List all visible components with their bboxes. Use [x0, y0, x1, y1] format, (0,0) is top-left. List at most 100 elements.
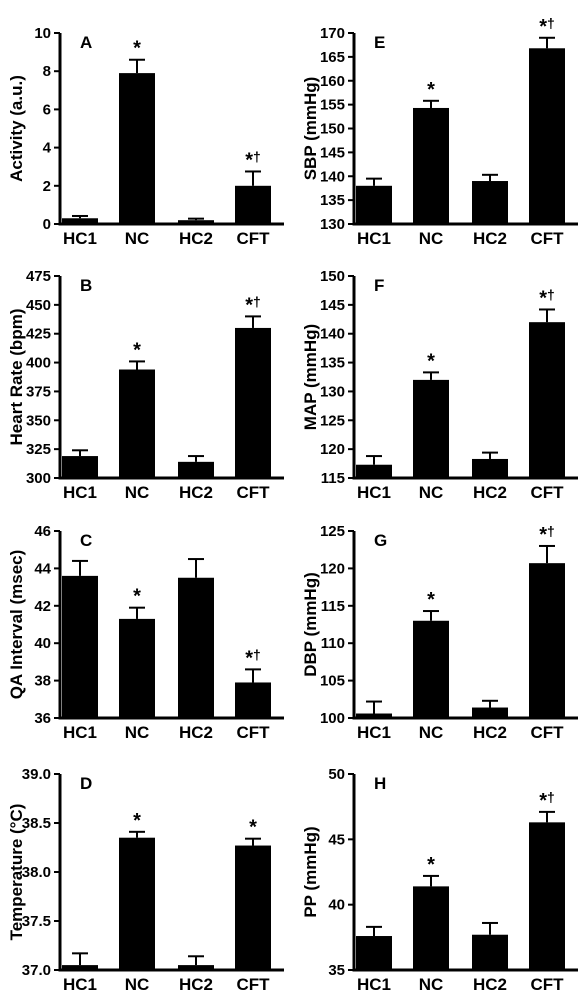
- category-label: HC2: [179, 975, 213, 994]
- y-tick-label: 40: [328, 897, 345, 914]
- category-label: CFT: [236, 483, 270, 502]
- panel-a: 0 2 4 6 8 10 Activity (a.u.) A HC1 NC * HC2 CFT *†: [7, 25, 284, 248]
- bar-hc1: [62, 218, 98, 224]
- significance-marker: *: [249, 817, 257, 839]
- category-label: NC: [125, 229, 150, 248]
- bar-cft: [235, 845, 271, 970]
- y-tick-label: 2: [43, 178, 51, 195]
- panel-letter: D: [80, 774, 92, 793]
- significance-marker: *: [427, 79, 435, 101]
- significance-marker: *†: [245, 646, 261, 669]
- bar-hc1: [62, 965, 98, 970]
- y-tick-label: 4: [43, 140, 52, 157]
- significance-marker: *†: [539, 15, 555, 38]
- bar-hc1: [62, 575, 98, 718]
- y-tick-label: 100: [320, 710, 345, 727]
- category-label: HC1: [357, 975, 391, 994]
- bar-hc1: [356, 713, 392, 718]
- significance-marker: *: [427, 854, 435, 876]
- y-tick-label: 140: [320, 326, 345, 343]
- category-label: NC: [125, 975, 150, 994]
- y-tick-label: 140: [320, 168, 345, 185]
- y-tick-label: 38.0: [22, 864, 51, 881]
- category-label: HC1: [63, 229, 97, 248]
- bar-hc2: [178, 577, 214, 718]
- y-tick-label: 46: [34, 523, 51, 540]
- bar-hc1: [62, 456, 98, 478]
- significance-marker: *: [133, 339, 141, 361]
- significance-marker: *†: [245, 293, 261, 316]
- category-label: HC2: [179, 229, 213, 248]
- category-label: CFT: [530, 723, 564, 742]
- bar-cft: [529, 822, 565, 970]
- category-label: NC: [419, 975, 444, 994]
- bar-nc: [119, 618, 155, 718]
- y-tick-label: 42: [34, 598, 51, 615]
- panel-letter: B: [80, 276, 92, 295]
- bar-hc2: [178, 220, 214, 224]
- panel-letter: C: [80, 531, 92, 550]
- category-label: HC1: [357, 229, 391, 248]
- category-label: HC1: [63, 975, 97, 994]
- y-tick-label: 135: [320, 192, 345, 209]
- y-tick-label: 130: [320, 216, 345, 233]
- panel-b: 300 325 350 375 400 425 450 475 Heart Rate (bpm)…: [7, 268, 284, 502]
- category-label: CFT: [530, 483, 564, 502]
- category-label: HC1: [63, 723, 97, 742]
- y-tick-label: 475: [26, 268, 51, 285]
- y-tick-label: 115: [321, 598, 345, 615]
- category-label: HC2: [179, 483, 213, 502]
- bar-nc: [413, 379, 449, 478]
- y-tick-label: 125: [320, 523, 345, 540]
- bar-cft: [529, 563, 565, 718]
- y-tick-label: 40: [34, 635, 51, 652]
- category-label: HC2: [473, 723, 507, 742]
- significance-marker: *†: [539, 789, 555, 812]
- y-tick-label: 115: [321, 470, 345, 487]
- bar-nc: [119, 73, 155, 224]
- y-tick-label: 105: [320, 673, 345, 690]
- panel-letter: H: [374, 774, 386, 793]
- category-label: CFT: [530, 975, 564, 994]
- bar-hc2: [472, 934, 508, 970]
- y-axis-label: MAP (mmHg): [301, 324, 320, 430]
- bar-hc1: [356, 185, 392, 224]
- y-tick-label: 145: [320, 144, 345, 161]
- category-label: HC1: [63, 483, 97, 502]
- significance-marker: *: [133, 810, 141, 832]
- category-label: NC: [419, 723, 444, 742]
- y-tick-label: 375: [26, 383, 51, 400]
- category-label: HC2: [473, 483, 507, 502]
- panel-g: 100 105 110 115 120 125 DBP (mmHg) G HC1 NC * HC2 CF…: [301, 523, 578, 742]
- significance-marker: *: [133, 586, 141, 608]
- panel-letter: A: [80, 33, 92, 52]
- panel-d: 37.0 37.5 38.0 38.5 39.0 Temperature (°C) D HC1…: [7, 766, 284, 994]
- y-tick-label: 35: [328, 962, 345, 979]
- bar-cft: [235, 327, 271, 478]
- category-label: CFT: [236, 723, 270, 742]
- y-tick-label: 120: [320, 441, 345, 458]
- y-tick-label: 38.5: [22, 815, 51, 832]
- y-tick-label: 6: [43, 101, 51, 118]
- bar-nc: [413, 620, 449, 718]
- y-tick-label: 400: [26, 355, 51, 372]
- category-label: NC: [125, 483, 150, 502]
- y-tick-label: 130: [320, 383, 345, 400]
- y-tick-label: 150: [320, 121, 345, 138]
- bar-nc: [119, 837, 155, 970]
- y-tick-label: 50: [328, 766, 345, 783]
- significance-marker: *: [427, 350, 435, 372]
- category-label: NC: [125, 723, 150, 742]
- category-label: NC: [419, 483, 444, 502]
- panel-f: 115 120 125 130 135 140 145 150 MAP (mmHg) F HC1 NC…: [301, 268, 578, 502]
- bar-hc2: [472, 458, 508, 478]
- y-tick-label: 44: [34, 560, 51, 577]
- y-tick-label: 450: [26, 297, 51, 314]
- category-label: NC: [419, 229, 444, 248]
- y-axis-label: PP (mmHg): [301, 826, 320, 917]
- category-label: CFT: [236, 229, 270, 248]
- category-label: HC2: [473, 975, 507, 994]
- bar-nc: [413, 107, 449, 224]
- y-tick-label: 10: [34, 25, 51, 42]
